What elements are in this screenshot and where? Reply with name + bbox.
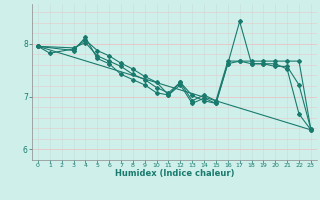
- X-axis label: Humidex (Indice chaleur): Humidex (Indice chaleur): [115, 169, 234, 178]
